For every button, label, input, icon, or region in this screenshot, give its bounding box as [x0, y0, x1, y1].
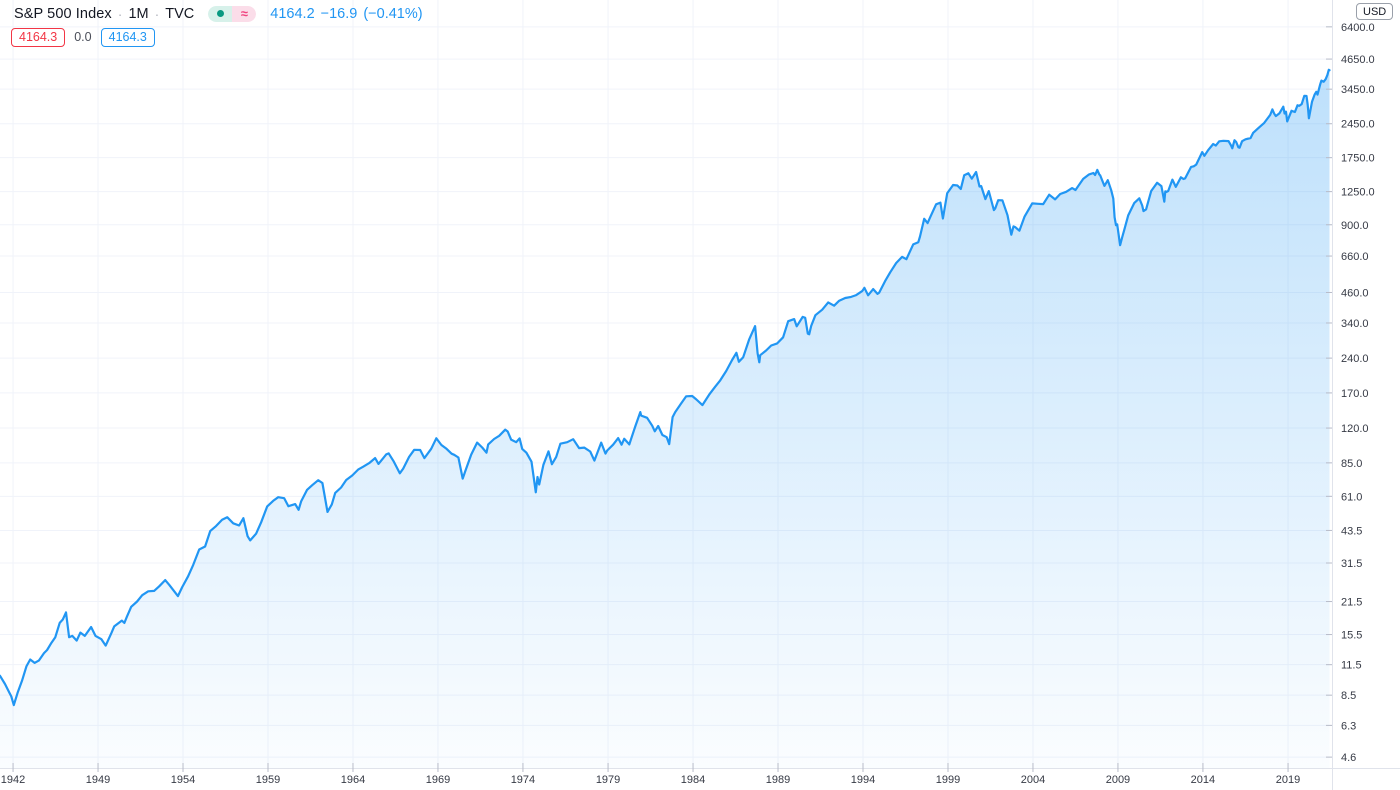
price-tick-label: 4.6 [1341, 752, 1356, 764]
price-tick-label: 21.5 [1341, 597, 1362, 609]
price-tick-label: 6400.0 [1341, 22, 1375, 34]
exchange-label[interactable]: TVC [165, 5, 195, 22]
price-tick-label: 460.0 [1341, 287, 1369, 299]
price-tick-label: 8.5 [1341, 690, 1356, 702]
time-tick-label: 1979 [596, 774, 620, 786]
time-tick-label: 1989 [766, 774, 790, 786]
price-line-series [0, 68, 1331, 707]
approximate-data-icon: ≈ [240, 5, 248, 21]
price-tick-label: 4650.0 [1341, 54, 1375, 66]
open-price-badge: 4164.3 [11, 27, 66, 47]
price-tick-label: 3450.0 [1341, 84, 1375, 96]
market-status-pill[interactable]: ≈ [208, 5, 257, 22]
chart-pane[interactable] [0, 0, 1332, 768]
time-tick-label: 1954 [171, 774, 195, 786]
price-values: 4164.2 −16.9 (−0.41%) [270, 6, 428, 22]
currency-unit-button[interactable]: USD [1356, 3, 1394, 20]
time-tick-label: 1949 [86, 774, 110, 786]
price-tick-label: 31.5 [1341, 558, 1362, 570]
price-tick-label: 1750.0 [1341, 153, 1375, 165]
close-price-badge: 4164.3 [100, 27, 155, 47]
price-tick-label: 61.0 [1341, 491, 1362, 503]
price-tick-label: 85.0 [1341, 458, 1362, 470]
time-tick-label: 2019 [1276, 774, 1300, 786]
legend-main-row: S&P 500 Index · 1M · TVC ≈ 4164.2 −16.9 … [14, 4, 429, 23]
price-tick-label: 43.5 [1341, 525, 1362, 537]
time-tick-label: 2009 [1106, 774, 1130, 786]
price-tick-label: 170.0 [1341, 388, 1369, 400]
time-axis[interactable] [0, 768, 1400, 790]
change-amount-label: 0.0 [74, 30, 92, 44]
legend-separator: · [117, 5, 123, 22]
time-tick-label: 1994 [851, 774, 875, 786]
price-tick-label: 6.3 [1341, 720, 1356, 732]
price-tick-label: 2450.0 [1341, 119, 1375, 131]
time-tick-label: 1974 [511, 774, 535, 786]
interval-label[interactable]: 1M [128, 5, 149, 22]
time-tick-label: 1959 [256, 774, 280, 786]
legend: S&P 500 Index · 1M · TVC ≈ 4164.2 −16.9 … [11, 4, 429, 47]
price-tick-label: 1250.0 [1341, 187, 1375, 199]
legend-separator: · [154, 5, 160, 22]
legend-ohlc-row: 4164.3 0.0 4164.3 [11, 27, 429, 47]
price-change-value: −16.9 [320, 5, 358, 22]
price-tick-label: 900.0 [1341, 220, 1369, 232]
time-tick-label: 1984 [681, 774, 705, 786]
price-tick-label: 240.0 [1341, 353, 1369, 365]
last-price-value: 4164.2 [270, 5, 315, 22]
time-tick-label: 2014 [1191, 774, 1215, 786]
market-open-indicator [208, 5, 233, 22]
time-tick-label: 1964 [341, 774, 365, 786]
price-change-percent: (−0.41%) [363, 5, 423, 22]
price-tick-label: 11.5 [1341, 660, 1362, 672]
approximate-data-indicator: ≈ [232, 5, 257, 22]
market-open-dot-icon [216, 10, 224, 17]
time-tick-label: 1999 [936, 774, 960, 786]
time-tick-label: 1942 [1, 774, 25, 786]
time-tick-label: 1969 [426, 774, 450, 786]
price-axis[interactable] [1332, 0, 1400, 768]
price-tick-label: 340.0 [1341, 318, 1369, 330]
price-tick-label: 120.0 [1341, 423, 1369, 435]
price-tick-label: 660.0 [1341, 251, 1369, 263]
price-area-fill [0, 69, 1330, 769]
symbol-title[interactable]: S&P 500 Index [14, 5, 112, 22]
time-tick-label: 2004 [1021, 774, 1045, 786]
price-tick-label: 15.5 [1341, 630, 1362, 642]
